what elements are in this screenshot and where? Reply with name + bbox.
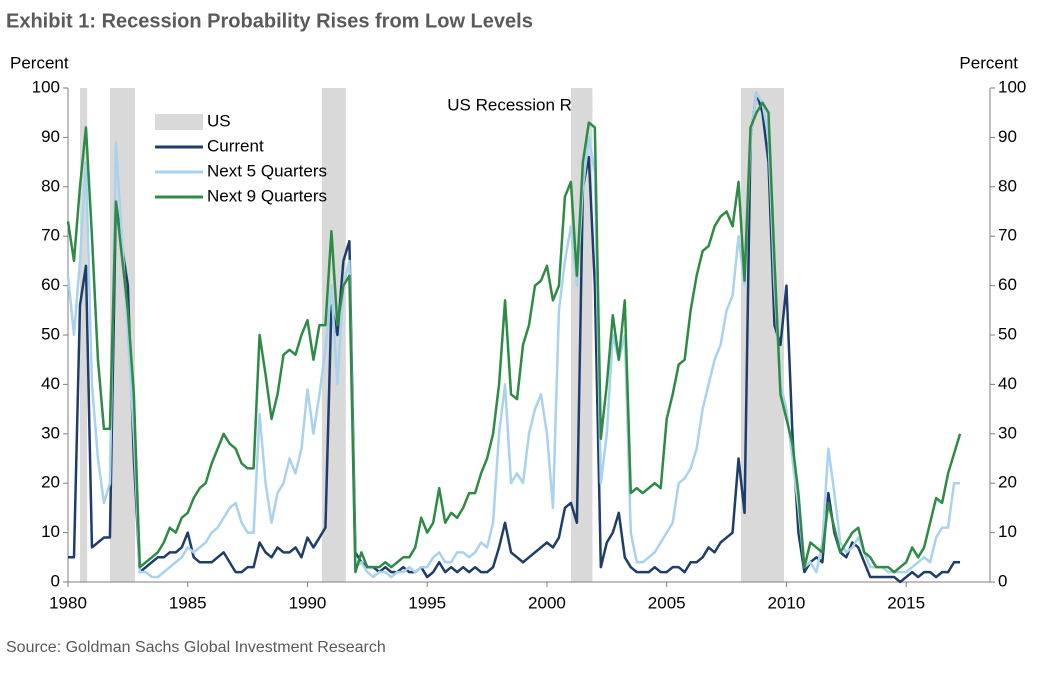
x-tick-label: 1985	[169, 593, 207, 612]
y2-tick-label: 20	[998, 473, 1017, 492]
y2-tick-label: 0	[998, 571, 1007, 590]
x-tick-label: 2010	[768, 593, 806, 612]
y-tick-label: 100	[32, 77, 60, 96]
series-line	[66, 101, 962, 574]
y-tick-label: 40	[41, 374, 60, 393]
x-tick-label: 1990	[289, 593, 327, 612]
y2-axis-label: Percent	[959, 53, 1018, 72]
legend-label: Next 5 Quarters	[207, 161, 327, 180]
x-tick-label: 1995	[408, 593, 446, 612]
y2-tick-label: 10	[998, 522, 1017, 541]
x-tick-label: 2000	[528, 593, 566, 612]
y2-tick-label: 80	[998, 176, 1017, 195]
x-tick-label: 2005	[648, 593, 686, 612]
y2-tick-label: 100	[998, 77, 1026, 96]
y2-tick-label: 30	[998, 423, 1017, 442]
legend-swatch	[155, 114, 203, 130]
y2-tick-label: 90	[998, 127, 1017, 146]
series-line	[66, 91, 961, 579]
y2-tick-label: 60	[998, 275, 1017, 294]
y-tick-label: 50	[41, 324, 60, 343]
y-tick-label: 20	[41, 473, 60, 492]
y2-tick-label: 40	[998, 374, 1017, 393]
source: Source: Goldman Sachs Global Investment …	[6, 639, 386, 656]
y-axis-label: Percent	[10, 53, 69, 72]
annotation: US Recession Risk	[447, 95, 593, 114]
recession-band	[79, 88, 88, 582]
legend-label: US	[207, 111, 231, 130]
x-tick-label: 2015	[887, 593, 925, 612]
y-tick-label: 10	[41, 522, 60, 541]
y2-tick-label: 50	[998, 324, 1017, 343]
x-tick-label: 1980	[49, 593, 87, 612]
legend-label: Current	[207, 136, 264, 155]
y2-tick-label: 70	[998, 226, 1017, 245]
chart-title: Exhibit 1: Recession Probability Rises f…	[6, 10, 533, 32]
series-line	[68, 91, 961, 584]
y-tick-label: 80	[41, 176, 60, 195]
y-tick-label: 90	[41, 127, 60, 146]
recession-band	[570, 88, 593, 582]
y-tick-label: 60	[41, 275, 60, 294]
y-tick-label: 30	[41, 423, 60, 442]
y-tick-label: 0	[51, 571, 60, 590]
y-tick-label: 70	[41, 226, 60, 245]
legend-label: Next 9 Quarters	[207, 186, 327, 205]
